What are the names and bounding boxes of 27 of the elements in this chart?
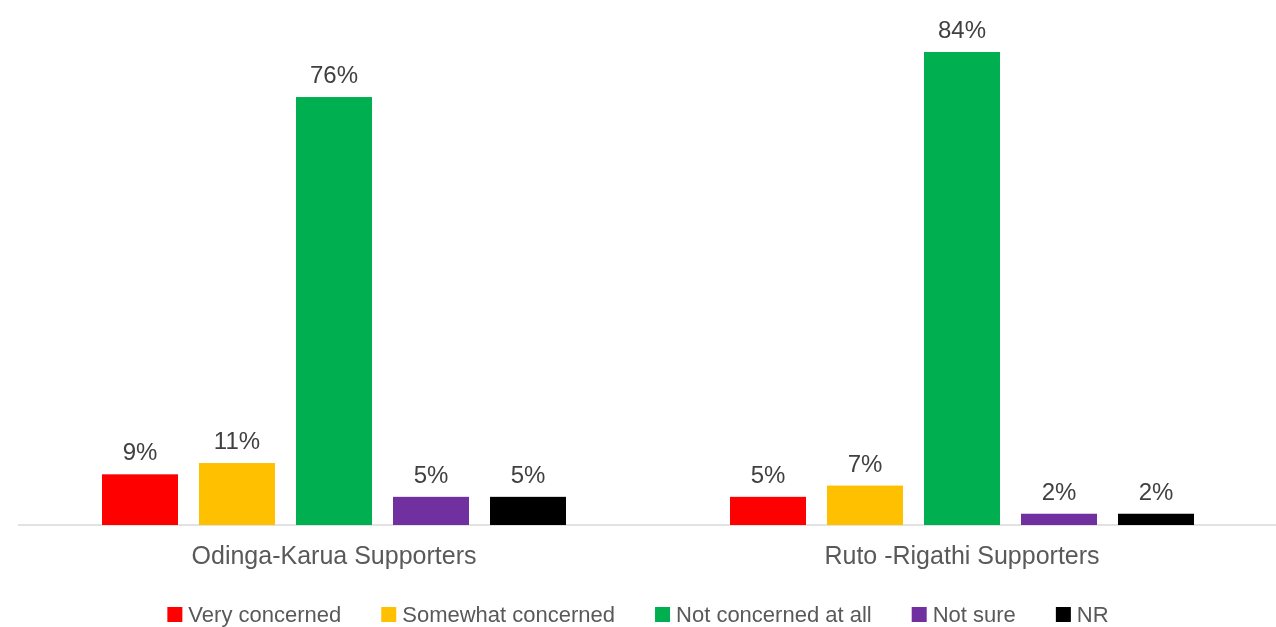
data-label: 84% <box>937 16 987 43</box>
bar <box>1118 513 1194 525</box>
x-tick-label: Ruto -Rigathi Supporters <box>824 541 1100 570</box>
bar <box>199 463 275 525</box>
legend-label: Very concerned <box>188 602 342 627</box>
bar <box>1021 513 1097 525</box>
legend-label: Not concerned at all <box>676 602 872 627</box>
bar <box>827 485 903 525</box>
legend-label: Not sure <box>932 602 1016 627</box>
data-label: 76% <box>309 61 359 89</box>
data-label: 11% <box>213 427 261 455</box>
data-label: 5% <box>510 460 546 488</box>
legend-label: NR <box>1076 602 1109 627</box>
bar <box>296 97 372 525</box>
data-label: 9% <box>122 438 158 466</box>
data-label: 7% <box>847 449 883 477</box>
data-label: 2% <box>1138 477 1174 505</box>
x-tick-label: Odinga-Karua Supporters <box>191 541 477 570</box>
data-label: 2% <box>1041 477 1077 505</box>
data-label: 5% <box>750 460 786 488</box>
bar <box>730 496 806 525</box>
bar <box>102 474 178 525</box>
bar <box>490 496 566 525</box>
legend-label: Somewhat concerned <box>402 602 616 627</box>
bar <box>924 52 1000 525</box>
bar <box>393 496 469 525</box>
data-label: 5% <box>413 460 449 488</box>
